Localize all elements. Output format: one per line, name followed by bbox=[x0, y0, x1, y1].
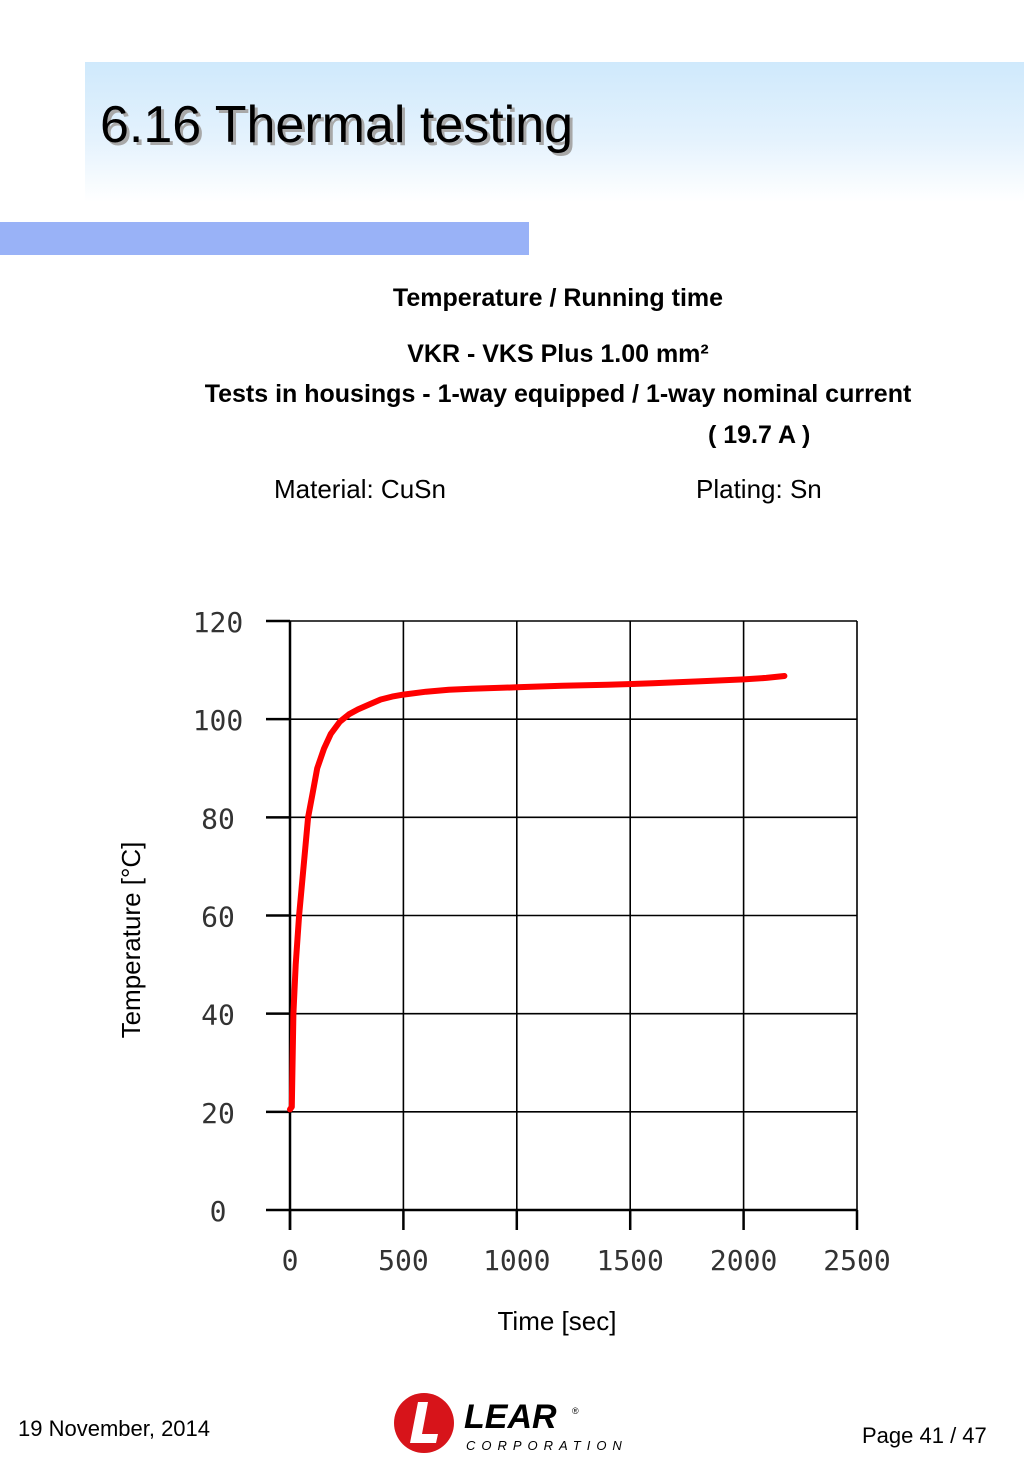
data-point bbox=[293, 961, 299, 968]
data-point bbox=[400, 692, 406, 698]
data-point bbox=[650, 680, 656, 686]
temperature-chart: 0 20 40 60 80 100 120 0 500 1000 1500 2000 2500 Tem… bbox=[116, 606, 891, 1336]
logo-wordmark: LEAR bbox=[464, 1398, 557, 1436]
data-point bbox=[328, 731, 334, 737]
plating-label: Plating: Sn bbox=[696, 474, 822, 504]
data-point bbox=[337, 719, 343, 725]
y-tick-label: 40 bbox=[201, 999, 235, 1032]
x-tick-label: 1000 bbox=[483, 1244, 550, 1277]
data-point bbox=[301, 863, 307, 870]
data-point bbox=[446, 687, 452, 693]
x-tick-label: 2000 bbox=[710, 1244, 777, 1277]
x-axis-ticks: 0 500 1000 1500 2000 2500 bbox=[282, 1210, 891, 1277]
nominal-current: ( 19.7 A ) bbox=[708, 421, 811, 449]
data-point bbox=[781, 673, 788, 679]
product-line: VKR - VKS Plus 1.00 mm² bbox=[407, 340, 709, 368]
page-title: 6.16 Thermal testing bbox=[100, 96, 574, 154]
data-point bbox=[514, 684, 520, 690]
data-point bbox=[763, 675, 769, 681]
data-point bbox=[346, 711, 352, 717]
x-tick-label: 500 bbox=[378, 1244, 429, 1277]
data-point bbox=[366, 701, 372, 708]
data-point bbox=[321, 746, 327, 752]
material-label: Material: CuSn bbox=[274, 474, 446, 504]
data-point bbox=[289, 1104, 295, 1110]
data-point bbox=[468, 686, 475, 692]
x-tick-label: 2500 bbox=[823, 1244, 890, 1277]
accent-bar bbox=[0, 222, 529, 255]
data-point bbox=[296, 912, 302, 919]
footer-page-number: Page 41 / 47 bbox=[862, 1423, 987, 1448]
data-point bbox=[290, 1011, 297, 1017]
chart-heading: Temperature / Running time bbox=[392, 284, 724, 312]
x-axis-label: Time [sec] bbox=[498, 1306, 617, 1336]
chart-series bbox=[287, 673, 788, 1113]
data-point bbox=[314, 765, 320, 771]
data-point bbox=[741, 676, 747, 683]
y-tick-label: 100 bbox=[193, 704, 244, 737]
title-band bbox=[85, 62, 1024, 202]
registered-mark: ® bbox=[572, 1406, 579, 1416]
y-tick-label: 120 bbox=[193, 606, 244, 639]
x-tick-label: 1500 bbox=[596, 1244, 663, 1277]
test-conditions: Tests in housings - 1-way equipped / 1-w… bbox=[204, 380, 912, 408]
y-tick-label: 60 bbox=[201, 901, 235, 934]
data-point bbox=[604, 682, 611, 688]
footer-date: 19 November, 2014 bbox=[18, 1416, 211, 1441]
data-point bbox=[305, 814, 311, 820]
y-axis-label: Temperature [°C] bbox=[116, 842, 146, 1039]
y-tick-label: 20 bbox=[201, 1097, 235, 1130]
data-point bbox=[559, 683, 565, 689]
y-axis-ticks: 0 20 40 60 80 100 120 bbox=[193, 606, 290, 1228]
temperature-series-line bbox=[287, 673, 788, 1113]
x-tick-label: 0 bbox=[282, 1244, 299, 1277]
lear-logo: LEAR ® CORPORATION bbox=[394, 1393, 628, 1453]
chart-grid bbox=[288, 620, 858, 1230]
y-tick-label: 80 bbox=[201, 802, 235, 835]
logo-subtitle: CORPORATION bbox=[466, 1438, 628, 1453]
data-point bbox=[355, 706, 361, 712]
data-point bbox=[389, 693, 395, 700]
data-point bbox=[378, 696, 384, 703]
data-point bbox=[695, 678, 701, 684]
data-point bbox=[423, 689, 429, 695]
y-tick-label: 0 bbox=[210, 1195, 227, 1228]
data-point bbox=[310, 790, 316, 796]
